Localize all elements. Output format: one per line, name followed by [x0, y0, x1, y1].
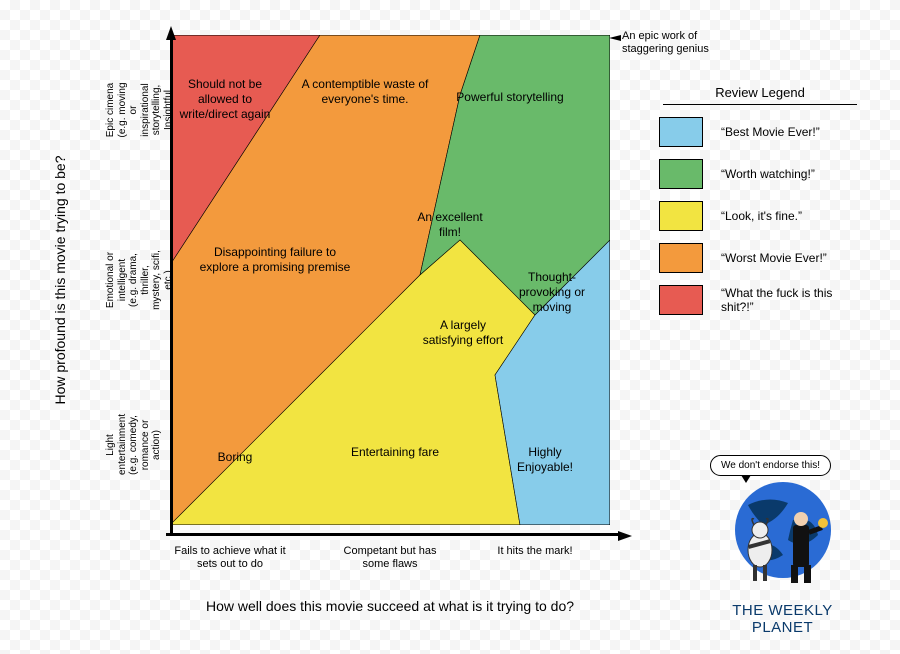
- legend-row: “Worst Movie Ever!”: [655, 243, 865, 273]
- legend-swatch: [659, 285, 703, 315]
- legend-swatch: [659, 159, 703, 189]
- legend-label: “What the fuck is this shit?!”: [721, 286, 865, 314]
- y-tick-label: Light entertainment (e.g. comedy, romanc…: [105, 415, 165, 475]
- x-axis-title: How well does this movie succeed at what…: [206, 598, 574, 614]
- y-tick-label: Epic cimena (e.g. moving or inspirationa…: [105, 80, 165, 140]
- y-axis-arrow-icon: [166, 26, 176, 40]
- legend-row: “What the fuck is this shit?!”: [655, 285, 865, 315]
- annotation-arrow-icon: [609, 35, 621, 41]
- x-axis-arrow-icon: [618, 531, 632, 541]
- legend-swatch: [659, 201, 703, 231]
- legend-divider: [663, 104, 857, 105]
- legend-label: “Best Movie Ever!”: [721, 125, 820, 139]
- legend-row: “Worth watching!”: [655, 159, 865, 189]
- legend-swatch: [659, 243, 703, 273]
- x-axis-line: [166, 533, 620, 536]
- legend-title: Review Legend: [655, 85, 865, 100]
- y-axis-line: [170, 38, 173, 536]
- legend-label: “Worst Movie Ever!”: [721, 251, 827, 265]
- x-tick-label: Fails to achieve what it sets out to do: [170, 545, 290, 571]
- legend-label: “Look, it's fine.”: [721, 209, 802, 223]
- logo-caption: THE WEEKLY PLANET: [710, 602, 855, 636]
- legend-swatch: [659, 117, 703, 147]
- x-tick-label: Competant but has some flaws: [330, 545, 450, 571]
- legend-row: “Best Movie Ever!”: [655, 117, 865, 147]
- speech-bubble: We don't endorse this!: [710, 455, 831, 476]
- legend-row: “Look, it's fine.”: [655, 201, 865, 231]
- chart-region-map: Should not be allowed to write/direct ag…: [170, 35, 610, 525]
- y-axis-title: How profound is this movie trying to be?: [52, 155, 68, 404]
- legend-label: “Worth watching!”: [721, 167, 815, 181]
- y-tick-label: Emotional or intelligent (e.g. drama, th…: [105, 250, 165, 310]
- annotation-epic-work: An epic work of staggering genius: [622, 30, 732, 56]
- weekly-planet-logo-icon: [718, 475, 848, 595]
- logo-block: THE WEEKLY PLANET: [710, 475, 855, 636]
- x-tick-label: It hits the mark!: [475, 545, 595, 558]
- legend: Review Legend “Best Movie Ever!” “Worth w…: [655, 85, 865, 327]
